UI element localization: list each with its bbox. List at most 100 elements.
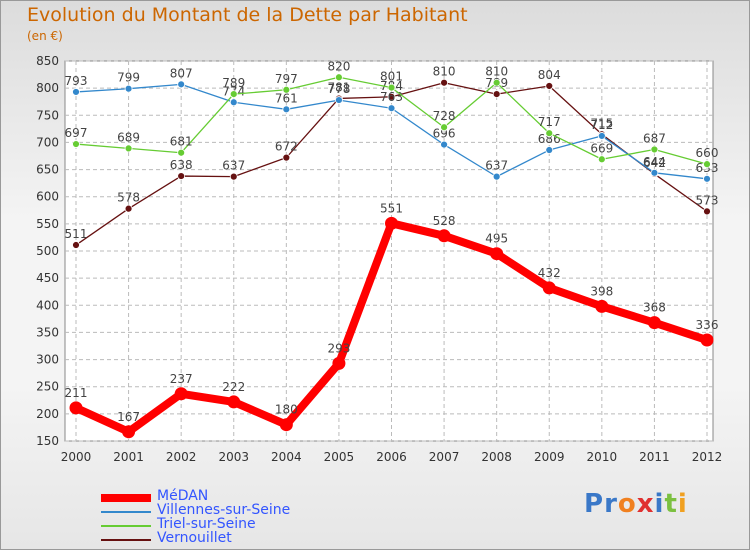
data-point [703, 174, 711, 183]
logo-letter: x [636, 489, 655, 519]
data-point [229, 90, 238, 99]
data-label: 715 [590, 116, 613, 130]
data-label: 697 [65, 126, 88, 140]
data-label: 799 [117, 71, 140, 85]
data-point [492, 172, 501, 181]
data-point [282, 105, 291, 114]
x-tick-label: 2001 [113, 450, 144, 464]
data-label: 368 [643, 301, 666, 315]
data-label: 638 [170, 158, 193, 172]
data-point [72, 140, 80, 148]
data-point [492, 78, 501, 87]
data-point [229, 172, 238, 181]
data-point [69, 401, 83, 415]
data-point [385, 216, 398, 230]
data-point [545, 146, 554, 154]
data-label: 495 [485, 232, 508, 246]
data-point [597, 132, 606, 140]
chart-title: Evolution du Montant de la Dette par Hab… [27, 4, 468, 26]
data-label: 778 [327, 82, 350, 96]
y-tick-label: 600 [36, 190, 59, 204]
y-tick-label: 250 [36, 380, 59, 394]
data-point [542, 281, 556, 295]
data-label: 789 [222, 76, 245, 90]
data-point [282, 153, 291, 162]
data-point [545, 129, 554, 138]
legend-label: Vernouillet [157, 530, 232, 546]
data-label: 398 [590, 284, 613, 298]
x-tick-label: 2004 [271, 450, 302, 464]
data-point [650, 168, 659, 177]
y-tick-label: 150 [36, 434, 59, 448]
y-tick-label: 750 [36, 108, 59, 122]
data-label: 672 [275, 140, 298, 154]
data-point [700, 333, 714, 347]
x-tick-label: 2006 [376, 450, 407, 464]
data-point [490, 247, 504, 261]
data-point [174, 387, 188, 401]
data-point [440, 78, 448, 87]
data-label: 551 [380, 201, 403, 215]
data-label: 763 [380, 90, 403, 104]
y-tick-label: 400 [36, 298, 59, 312]
data-label: 717 [538, 115, 561, 129]
data-label: 681 [170, 135, 193, 149]
data-point [650, 145, 659, 154]
data-label: 167 [117, 410, 140, 424]
data-label: 810 [433, 65, 456, 79]
data-point [279, 418, 293, 432]
data-label: 211 [65, 386, 88, 400]
data-point [545, 82, 554, 90]
x-tick-label: 2010 [587, 450, 618, 464]
data-label: 637 [485, 159, 508, 173]
data-label: 801 [380, 70, 403, 84]
data-label: 804 [538, 68, 561, 82]
data-label: 810 [485, 65, 508, 79]
data-label: 237 [170, 372, 193, 386]
data-point [335, 96, 343, 104]
data-point [229, 98, 238, 107]
logo-letter: o [617, 489, 637, 519]
y-tick-label: 550 [36, 217, 59, 231]
legend-label: Triel-sur-Seine [157, 516, 256, 532]
legend-swatch [101, 539, 151, 541]
y-tick-label: 700 [36, 135, 59, 149]
data-point [703, 207, 711, 216]
data-point [177, 148, 186, 157]
y-tick-label: 800 [36, 81, 59, 95]
data-label: 528 [433, 214, 456, 228]
data-label: 578 [117, 191, 140, 205]
data-point [597, 155, 606, 164]
y-tick-label: 850 [36, 54, 59, 68]
data-point [332, 356, 346, 370]
y-tick-label: 200 [36, 407, 59, 421]
data-point [227, 395, 241, 409]
data-point [440, 123, 448, 132]
data-point [124, 84, 133, 93]
x-tick-label: 2009 [534, 450, 565, 464]
data-label: 807 [170, 66, 193, 80]
data-point [387, 83, 396, 92]
data-point [72, 241, 80, 249]
data-point [177, 172, 186, 180]
data-point [437, 229, 451, 243]
data-point [282, 85, 291, 94]
data-point [124, 204, 133, 213]
legend-swatch [101, 511, 151, 513]
x-tick-label: 2002 [166, 450, 197, 464]
data-label: 642 [643, 156, 666, 170]
data-point [647, 316, 661, 330]
data-label: 689 [117, 130, 140, 144]
y-tick-label: 350 [36, 325, 59, 339]
data-label: 511 [65, 227, 88, 241]
legend-label: Villennes-sur-Seine [157, 502, 291, 518]
data-label: 336 [696, 318, 719, 332]
data-label: 660 [696, 146, 719, 160]
data-point [122, 425, 136, 439]
logo-letter: P [584, 489, 605, 519]
y-tick-label: 650 [36, 163, 59, 177]
data-point [387, 104, 396, 113]
data-label: 637 [222, 159, 245, 173]
data-label: 761 [275, 91, 298, 105]
